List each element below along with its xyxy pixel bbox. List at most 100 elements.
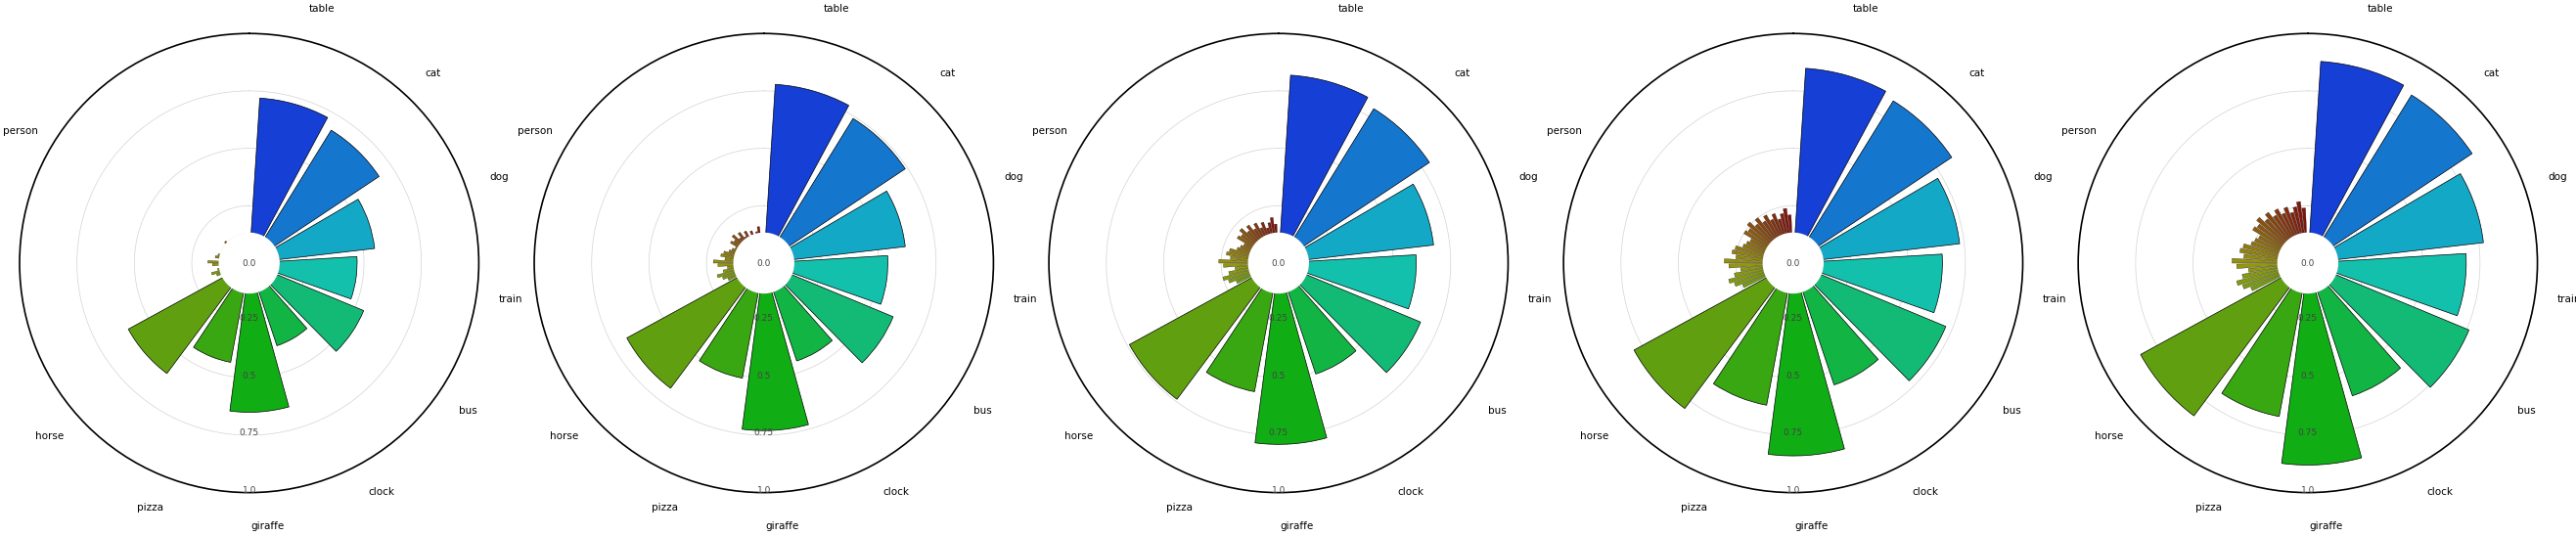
Bar — [744, 236, 747, 239]
Bar — [1736, 245, 1765, 256]
Bar — [1767, 292, 1844, 456]
Bar — [716, 270, 734, 278]
Bar — [1234, 266, 1249, 270]
Bar — [229, 292, 289, 412]
Bar — [1788, 215, 1793, 233]
Bar — [258, 285, 307, 346]
Bar — [1744, 244, 1765, 254]
Bar — [1247, 230, 1260, 242]
Bar — [219, 254, 222, 256]
Bar — [1255, 292, 1327, 444]
Bar — [2251, 227, 2282, 248]
Bar — [726, 266, 734, 269]
Text: pizza: pizza — [2195, 503, 2223, 513]
Text: person: person — [518, 126, 554, 136]
Bar — [739, 237, 744, 242]
Bar — [1749, 239, 1767, 250]
Bar — [1754, 218, 1775, 241]
Text: cat: cat — [1453, 68, 1471, 78]
Text: 0.75: 0.75 — [755, 429, 773, 437]
Polygon shape — [1249, 233, 1309, 293]
Text: dog: dog — [489, 172, 507, 182]
Bar — [1255, 223, 1265, 238]
Text: giraffe: giraffe — [1795, 522, 1829, 531]
Text: clock: clock — [2427, 487, 2452, 496]
Bar — [2254, 238, 2280, 252]
Bar — [2303, 208, 2306, 233]
Bar — [791, 191, 904, 259]
Bar — [2264, 212, 2290, 241]
Polygon shape — [2277, 233, 2336, 293]
Text: table: table — [824, 4, 850, 14]
Bar — [742, 292, 809, 430]
Bar — [1747, 222, 1772, 244]
Text: pizza: pizza — [137, 503, 162, 513]
Bar — [1229, 248, 1249, 256]
Bar — [1819, 178, 1960, 259]
Text: bus: bus — [2004, 406, 2022, 415]
Bar — [2324, 95, 2473, 247]
Bar — [765, 84, 850, 237]
Text: person: person — [2061, 126, 2097, 136]
Bar — [1206, 288, 1273, 392]
Text: dog: dog — [2032, 172, 2053, 182]
Bar — [1280, 75, 1368, 237]
Bar — [2298, 202, 2306, 234]
Bar — [270, 274, 363, 352]
Bar — [1298, 274, 1419, 373]
Text: 1.0: 1.0 — [1273, 486, 1285, 495]
Bar — [1783, 209, 1790, 234]
Text: bus: bus — [1489, 406, 1507, 415]
Bar — [2221, 288, 2303, 416]
Bar — [744, 231, 750, 238]
Text: bus: bus — [974, 406, 992, 415]
Polygon shape — [1765, 233, 1824, 293]
Bar — [216, 268, 219, 271]
Bar — [1128, 277, 1260, 399]
Bar — [1229, 272, 1252, 283]
Bar — [211, 264, 219, 266]
Bar — [1255, 228, 1262, 239]
Bar — [1795, 68, 1886, 237]
Bar — [714, 260, 734, 263]
Bar — [1224, 264, 1249, 267]
Bar — [2264, 219, 2287, 242]
Bar — [2141, 277, 2290, 416]
Bar — [1734, 272, 1765, 286]
Bar — [721, 254, 734, 258]
Bar — [2272, 215, 2293, 239]
Bar — [734, 247, 737, 250]
Bar — [1772, 213, 1783, 236]
Bar — [276, 199, 374, 259]
Bar — [724, 268, 734, 273]
Bar — [1749, 228, 1770, 246]
Text: 1.0: 1.0 — [2300, 486, 2316, 495]
Bar — [721, 272, 737, 279]
Bar — [2285, 207, 2298, 236]
Bar — [626, 277, 747, 388]
Bar — [1633, 277, 1775, 408]
Bar — [2257, 217, 2285, 244]
Bar — [1803, 285, 1878, 385]
Bar — [2293, 207, 2303, 234]
Text: bus: bus — [2517, 406, 2535, 415]
Text: dog: dog — [1517, 172, 1538, 182]
Text: 0.5: 0.5 — [2300, 371, 2316, 380]
Bar — [781, 118, 904, 247]
Bar — [1260, 227, 1265, 237]
Bar — [2249, 266, 2277, 272]
Text: cat: cat — [1968, 68, 1984, 78]
Text: pizza: pizza — [652, 503, 677, 513]
Text: horse: horse — [2094, 431, 2123, 441]
Text: clock: clock — [368, 487, 394, 496]
Bar — [2334, 174, 2483, 259]
Bar — [2236, 270, 2280, 286]
Bar — [734, 240, 742, 246]
Bar — [732, 235, 742, 244]
Bar — [1728, 264, 1765, 268]
Bar — [1770, 219, 1780, 237]
Text: person: person — [1548, 126, 1582, 136]
Bar — [2231, 258, 2277, 263]
Text: train: train — [2043, 295, 2066, 304]
Bar — [193, 288, 245, 362]
